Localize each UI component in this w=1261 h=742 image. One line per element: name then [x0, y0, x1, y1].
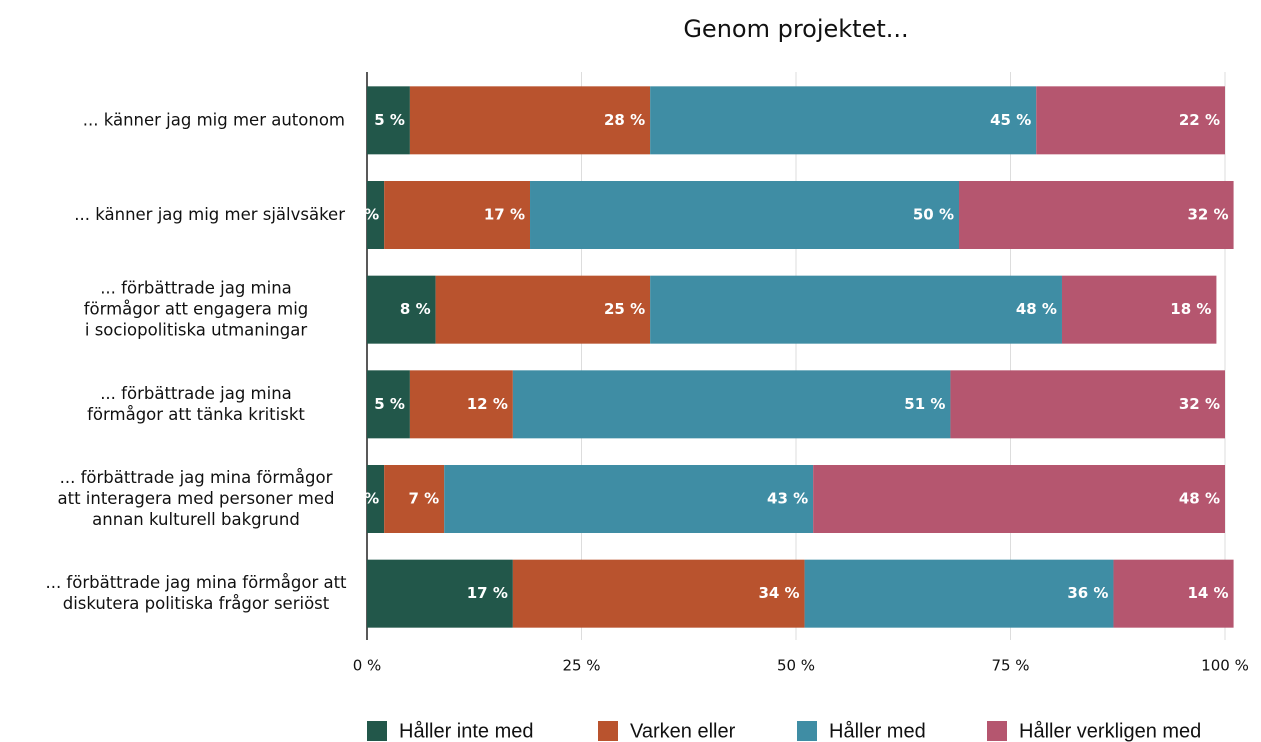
value-label: 5 % — [374, 395, 405, 413]
value-label: 36 % — [1067, 584, 1108, 602]
bar-segment — [367, 370, 410, 439]
value-label: 43 % — [767, 490, 808, 508]
bar-segment — [530, 181, 960, 249]
value-label: 22 % — [1179, 111, 1220, 129]
bar-segment — [384, 465, 445, 533]
value-label: 5 % — [374, 111, 405, 129]
value-label: 17 % — [484, 206, 525, 224]
bar-segment — [804, 559, 1114, 628]
value-label: 14 % — [1187, 584, 1228, 602]
bar-segment — [813, 465, 1225, 533]
x-tick-label: 0 % — [353, 657, 382, 675]
value-label: 8 % — [400, 300, 431, 318]
value-label: 48 % — [1179, 490, 1220, 508]
legend-swatch — [367, 721, 387, 741]
bar-segment — [950, 370, 1225, 439]
bar-segment — [367, 86, 410, 155]
value-label: 45 % — [990, 111, 1031, 129]
bar-segment — [367, 275, 436, 344]
legend-label: Håller med — [829, 720, 926, 742]
category-label: ... förbättrade jag mina förmågor att eng… — [84, 278, 309, 339]
bar-segment — [367, 465, 385, 533]
bar-segment — [444, 465, 814, 533]
value-label: 32 % — [1179, 395, 1220, 413]
bar-segment — [435, 275, 651, 344]
category-label: ... förbättrade jag mina förmågor att int… — [58, 468, 335, 529]
bar-segment — [650, 275, 1062, 344]
bar-segment — [409, 86, 651, 155]
bar-segment — [1036, 86, 1225, 155]
bar-segment — [367, 559, 513, 628]
value-label: 28 % — [604, 111, 645, 129]
value-label: 34 % — [758, 584, 799, 602]
value-label: 12 % — [467, 395, 508, 413]
value-label: 51 % — [904, 395, 945, 413]
x-tick-label: 25 % — [562, 657, 600, 675]
value-label: 2 % — [348, 490, 379, 508]
value-label: 2 % — [348, 206, 379, 224]
x-tick-label: 75 % — [991, 657, 1029, 675]
bar-segment — [650, 86, 1037, 155]
bar-segment — [959, 181, 1234, 249]
category-label: ... känner jag mig mer självsäker — [74, 205, 345, 224]
value-label: 32 % — [1187, 206, 1228, 224]
value-label: 17 % — [467, 584, 508, 602]
category-label: ... känner jag mig mer autonom — [83, 110, 345, 129]
value-label: 50 % — [913, 206, 954, 224]
bar-segment — [409, 370, 513, 439]
bar-segment — [1061, 275, 1217, 344]
bar-segment — [384, 181, 531, 249]
x-tick-label: 50 % — [777, 657, 815, 675]
value-label: 7 % — [409, 490, 440, 508]
legend-swatch — [598, 721, 618, 741]
value-label: 18 % — [1170, 300, 1211, 318]
bar-segment — [512, 559, 805, 628]
legend-label: Håller inte med — [399, 720, 534, 742]
bar-segment — [367, 181, 385, 249]
legend-swatch — [987, 721, 1007, 741]
category-label: ... förbättrade jag mina förmågor att tän… — [87, 383, 305, 423]
legend-label: Varken eller — [630, 720, 736, 742]
bar-segment — [512, 370, 951, 439]
chart-title: Genom projektet... — [683, 15, 908, 43]
value-label: 48 % — [1016, 300, 1057, 318]
x-tick-label: 100 % — [1201, 657, 1249, 675]
legend-label: Håller verkligen med — [1019, 720, 1201, 742]
legend-swatch — [797, 721, 817, 741]
category-label: ... förbättrade jag mina förmågor att dis… — [45, 573, 347, 613]
bar-segment — [1113, 559, 1234, 628]
value-label: 25 % — [604, 300, 645, 318]
